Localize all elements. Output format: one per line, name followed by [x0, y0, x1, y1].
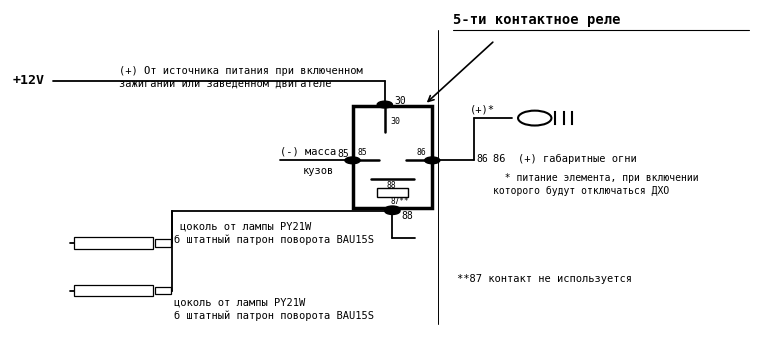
- Text: 87**: 87**: [390, 197, 408, 206]
- Circle shape: [385, 208, 400, 214]
- Text: цоколь от лампы PY21W: цоколь от лампы PY21W: [180, 221, 311, 231]
- Text: модуль светодиодный: модуль светодиодный: [75, 287, 152, 294]
- Text: 86  (+) габаритные огни: 86 (+) габаритные огни: [493, 153, 637, 164]
- Text: 88: 88: [402, 211, 413, 221]
- Bar: [353, 106, 432, 208]
- Circle shape: [518, 110, 552, 125]
- Bar: [377, 189, 408, 196]
- Text: б штатный патрон поворота BAU15S: б штатный патрон поворота BAU15S: [174, 311, 374, 321]
- Bar: [73, 285, 153, 296]
- Text: * питание элемента, при включении: * питание элемента, при включении: [493, 173, 699, 183]
- Text: кузов: кузов: [303, 165, 335, 176]
- Bar: [73, 237, 153, 249]
- Circle shape: [385, 206, 400, 213]
- Text: зажигании или заведенном двигателе: зажигании или заведенном двигателе: [119, 78, 331, 88]
- Circle shape: [345, 157, 360, 164]
- Text: (-) масса: (-) масса: [280, 147, 337, 157]
- Text: 86: 86: [416, 148, 426, 158]
- Text: +12V: +12V: [13, 74, 45, 87]
- Text: 85: 85: [337, 149, 349, 159]
- Text: 30: 30: [391, 117, 401, 126]
- Text: которого будут отключаться ДХО: которого будут отключаться ДХО: [493, 186, 669, 196]
- Text: **87 контакт не используется: **87 контакт не используется: [457, 274, 632, 284]
- Text: 30: 30: [394, 96, 405, 106]
- Circle shape: [424, 157, 440, 164]
- Text: 5-ти контактное реле: 5-ти контактное реле: [453, 13, 620, 27]
- Text: 85: 85: [358, 148, 367, 158]
- Text: (+) От источника питания при включенном: (+) От источника питания при включенном: [119, 66, 363, 76]
- Text: цоколь от лампы PY21W: цоколь от лампы PY21W: [174, 297, 306, 307]
- Text: модуль светодиодный: модуль светодиодный: [75, 240, 152, 247]
- Text: 88: 88: [386, 181, 396, 190]
- Text: б штатный патрон поворота BAU15S: б штатный патрон поворота BAU15S: [174, 235, 374, 245]
- Bar: [155, 239, 171, 247]
- Circle shape: [377, 101, 392, 108]
- Text: (+)*: (+)*: [470, 105, 495, 115]
- Bar: [155, 287, 171, 294]
- Text: 86: 86: [476, 154, 488, 164]
